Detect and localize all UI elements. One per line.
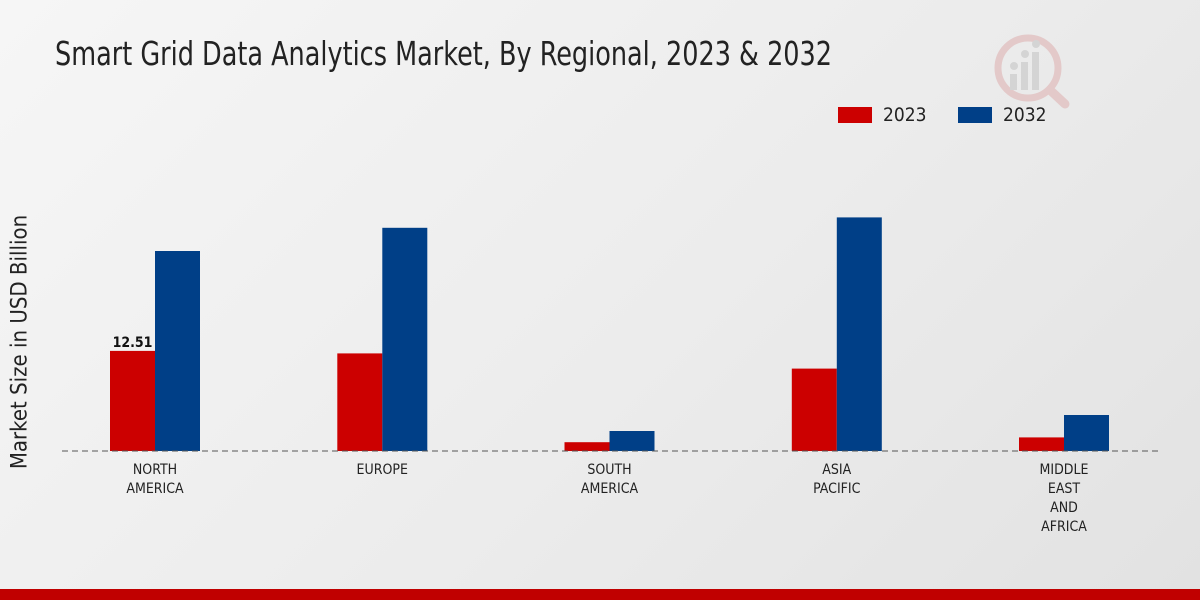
bar-2032-middle-east-and-africa [1064,415,1109,451]
legend-item-2023: 2023 [838,104,927,126]
x-tick-label: SOUTH AMERICA [581,462,639,497]
chart-title: Smart Grid Data Analytics Market, By Reg… [55,34,833,73]
bar-2023-south-america [564,442,610,451]
legend-item-2032: 2032 [958,104,1047,126]
bar-2032-europe [382,227,428,451]
legend-swatch-2032 [958,107,992,123]
brand-logo-icon [994,34,1070,109]
bar-2032-asia-pacific [836,217,882,451]
legend-label-2023: 2023 [883,104,927,126]
data-label: 12.51 [113,335,153,351]
bar-2032-south-america [609,431,655,451]
bar-2032-north-america [155,251,200,451]
legend-label-2032: 2032 [1003,104,1047,126]
bar-2023-north-america [110,350,155,451]
x-tick-label: MIDDLE EAST AND AFRICA [1040,462,1089,535]
bar-2023-asia-pacific [791,368,837,451]
x-tick-label: ASIA PACIFIC [813,462,861,497]
footer-bar [0,589,1200,600]
x-tick-label: EUROPE [357,462,408,478]
bar-2023-europe [337,353,383,451]
x-tick-label: NORTH AMERICA [126,462,184,497]
bar-2023-middle-east-and-africa [1019,437,1064,451]
legend-swatch-2023 [838,107,872,123]
